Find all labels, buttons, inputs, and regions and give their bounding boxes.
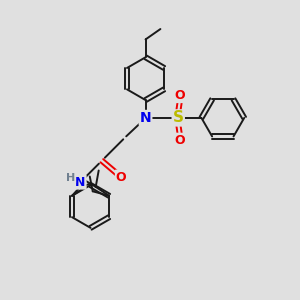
Text: O: O bbox=[116, 170, 127, 184]
Text: O: O bbox=[174, 134, 185, 147]
Text: H: H bbox=[66, 172, 76, 183]
Text: N: N bbox=[75, 176, 85, 189]
Text: S: S bbox=[173, 110, 184, 125]
Text: O: O bbox=[174, 89, 185, 102]
Text: N: N bbox=[140, 111, 152, 125]
